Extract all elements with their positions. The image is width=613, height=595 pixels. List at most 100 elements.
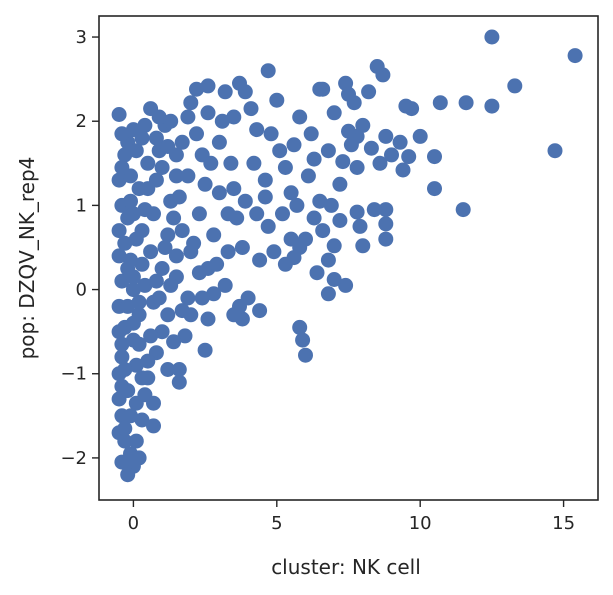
data-point	[252, 252, 268, 268]
data-point	[157, 240, 173, 255]
data-point	[163, 113, 179, 129]
data-point	[335, 154, 351, 170]
data-point	[166, 334, 182, 350]
data-point	[378, 202, 394, 218]
data-point	[168, 248, 184, 264]
data-point	[154, 324, 170, 340]
data-point	[123, 408, 138, 424]
data-point	[120, 467, 136, 483]
data-point	[189, 81, 204, 97]
data-point	[323, 197, 339, 213]
y-tick-label: 2	[76, 111, 87, 132]
data-point	[111, 248, 127, 264]
data-point	[197, 176, 213, 192]
data-point	[137, 277, 153, 293]
data-point	[384, 147, 399, 163]
data-point	[412, 128, 428, 144]
data-point	[131, 336, 147, 352]
data-point	[289, 197, 305, 213]
data-point	[168, 168, 184, 184]
plot-frame	[98, 15, 599, 501]
data-point	[283, 185, 299, 201]
data-point	[200, 105, 216, 121]
y-tick-label: 3	[76, 27, 87, 48]
data-point	[341, 86, 356, 102]
data-point	[183, 95, 199, 111]
data-point	[283, 231, 299, 247]
data-point	[214, 113, 230, 129]
data-point	[120, 210, 136, 226]
data-point	[160, 307, 176, 323]
data-point	[200, 78, 216, 94]
data-point	[378, 128, 394, 144]
x-axis-ticks: 0 5 10 15	[128, 500, 575, 534]
data-point	[349, 160, 365, 175]
data-point	[395, 162, 411, 178]
data-point	[320, 286, 336, 302]
data-point	[117, 147, 133, 163]
data-point	[355, 117, 371, 133]
x-tick-label: 10	[409, 513, 432, 534]
data-point	[249, 206, 265, 222]
data-point	[114, 273, 130, 289]
data-point	[320, 252, 336, 268]
data-point	[266, 244, 282, 260]
data-point	[369, 59, 385, 74]
data-point	[567, 48, 583, 64]
data-point	[160, 227, 176, 243]
y-tick-label: −2	[60, 448, 87, 469]
data-point	[343, 137, 359, 153]
data-point	[378, 231, 394, 247]
data-point	[191, 265, 207, 281]
data-point	[243, 101, 259, 117]
data-point	[137, 117, 153, 133]
data-point	[180, 290, 196, 306]
data-point	[366, 202, 382, 218]
data-point	[191, 206, 207, 222]
data-point	[277, 256, 293, 272]
data-point	[154, 160, 170, 175]
data-point	[143, 328, 159, 344]
data-point	[211, 134, 227, 150]
data-point	[292, 109, 308, 125]
data-point	[292, 319, 308, 335]
data-point	[143, 244, 159, 260]
data-point	[114, 378, 130, 394]
data-point	[151, 290, 167, 306]
y-axis-label: pop: DZQV_NK_rep4	[15, 157, 39, 360]
data-point	[114, 160, 130, 175]
data-point	[114, 126, 130, 142]
data-point	[174, 223, 190, 239]
data-point	[140, 155, 156, 171]
data-point	[174, 303, 190, 319]
data-point	[217, 277, 233, 293]
data-point	[326, 272, 342, 287]
data-point	[160, 139, 176, 154]
data-point	[226, 181, 242, 197]
data-point	[183, 244, 199, 260]
data-point	[160, 362, 176, 377]
data-point	[260, 218, 276, 234]
x-tick-label: 0	[128, 513, 139, 534]
data-point	[123, 252, 138, 268]
y-tick-label: −1	[60, 364, 87, 385]
data-point	[125, 315, 141, 331]
data-point	[300, 168, 316, 184]
data-point	[154, 261, 170, 276]
data-point	[211, 185, 227, 201]
data-point	[332, 213, 348, 228]
data-point	[120, 298, 136, 314]
data-point	[111, 107, 127, 122]
x-tick-label: 5	[271, 513, 282, 534]
data-point	[226, 109, 242, 125]
data-point	[309, 265, 325, 281]
data-point	[171, 374, 187, 390]
data-point	[349, 204, 365, 220]
data-point	[355, 238, 371, 254]
data-point	[114, 336, 130, 352]
data-point	[269, 92, 285, 108]
data-point	[137, 202, 153, 218]
data-point	[232, 75, 247, 91]
data-point	[125, 269, 141, 285]
